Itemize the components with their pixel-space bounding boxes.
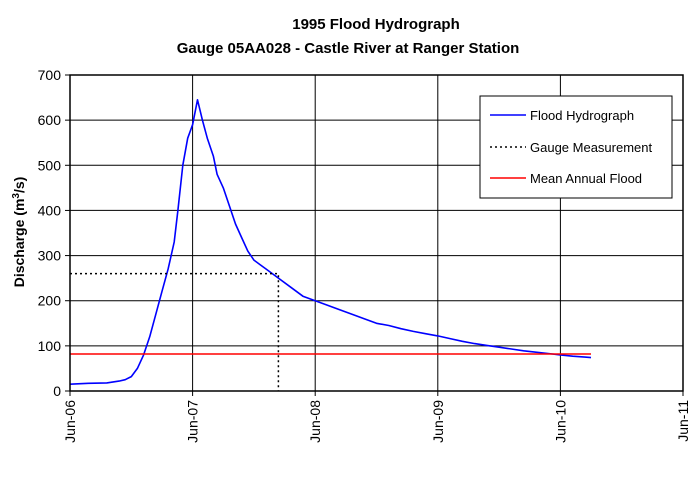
x-tick-label: Jun-10 (552, 400, 568, 443)
y-tick-label: 600 (38, 112, 62, 128)
legend-label-gauge-measurement: Gauge Measurement (530, 140, 653, 155)
y-tick-label: 200 (38, 293, 62, 309)
plot-area-frame (69, 74, 684, 392)
y-tick-label: 400 (38, 202, 62, 218)
y-tick-label: 700 (38, 67, 62, 83)
y-tick-label: 300 (38, 248, 62, 264)
y-tick-label: 100 (38, 338, 62, 354)
chart-subtitle: Gauge 05AA028 - Castle River at Ranger S… (177, 40, 520, 57)
x-tick-label: Jun-08 (307, 400, 323, 443)
series-line-flood-hydrograph (69, 99, 592, 385)
y-axis-title: Discharge (m3/s) (11, 177, 28, 288)
x-tick-label: Jun-06 (62, 400, 78, 443)
x-tick-label: Jun-11 (675, 400, 691, 442)
legend: Flood Hydrograph Gauge Measurement Mean … (479, 95, 673, 199)
x-tick-label: Jun-09 (430, 400, 446, 443)
axis-ticks: 0 100 200 300 400 500 600 700 Jun-06 Jun-07 Jun-08… (38, 67, 691, 443)
chart-title: 1995 Flood Hydrograph (292, 16, 460, 33)
x-tick-label: Jun-07 (185, 400, 201, 443)
grid (70, 75, 683, 391)
y-tick-label: 500 (38, 157, 62, 173)
legend-label-flood-hydrograph: Flood Hydrograph (530, 108, 634, 123)
series-lines (69, 99, 592, 391)
series-line-gauge-measurement (70, 272, 280, 391)
y-tick-label: 0 (53, 383, 61, 399)
legend-label-mean-annual-flood: Mean Annual Flood (530, 171, 642, 186)
